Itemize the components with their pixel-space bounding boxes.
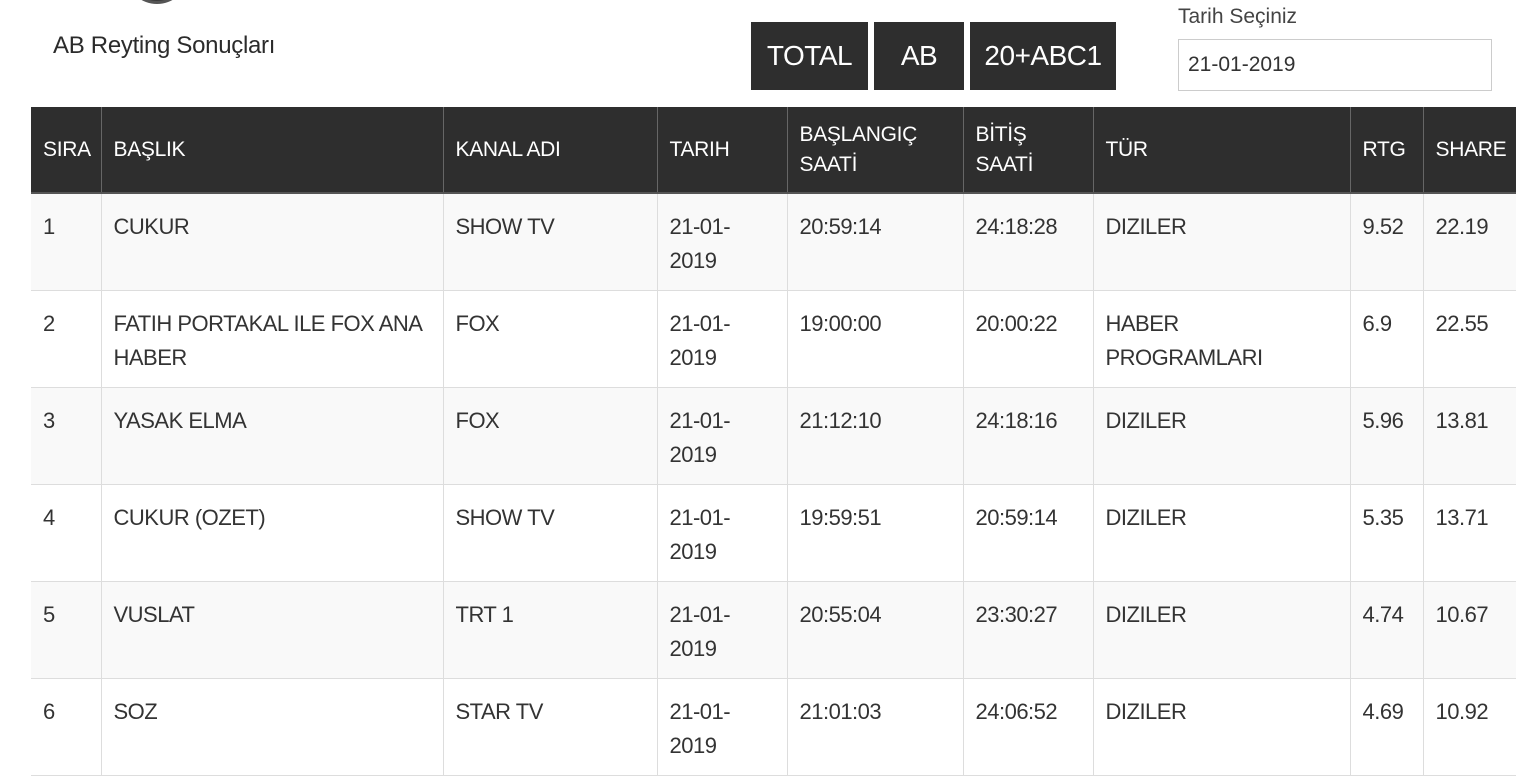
table-row: 2 FATIH PORTAKAL ILE FOX ANA HABER FOX 2…: [31, 290, 1516, 388]
cell-sira: 1: [31, 193, 101, 291]
cell-share: 22.55: [1422, 290, 1516, 388]
cell-tur: DIZILER: [1092, 484, 1350, 582]
cell-share: 22.19: [1422, 193, 1516, 291]
table-row: 5 VUSLAT TRT 1 21-01-2019 20:55:04 23:30…: [31, 581, 1516, 679]
cell-share: 10.92: [1422, 678, 1516, 776]
site-logo[interactable]: [128, 0, 186, 4]
col-header-tur[interactable]: TÜR: [1092, 107, 1350, 194]
cell-baslik: CUKUR (OZET): [100, 484, 443, 582]
cell-rtg: 5.96: [1349, 387, 1423, 485]
cell-baslik: YASAK ELMA: [100, 387, 443, 485]
col-header-sira[interactable]: SIRA: [31, 107, 101, 194]
table-header-row: SIRA BAŞLIK KANAL ADI TARIH BAŞLANGIÇ SAA…: [31, 107, 1516, 194]
col-header-bitis-line1: BİTİŞ: [975, 122, 1027, 146]
cell-baslangic: 20:55:04: [786, 581, 963, 679]
col-header-bitis[interactable]: BİTİŞ SAATİ: [962, 107, 1093, 194]
cell-rtg: 4.69: [1349, 678, 1423, 776]
ratings-table: SIRA BAŞLIK KANAL ADI TARIH BAŞLANGIÇ SAA…: [31, 107, 1516, 776]
cell-baslik: CUKUR: [100, 193, 443, 291]
cell-baslik: SOZ: [100, 678, 443, 776]
cell-bitis: 24:18:16: [962, 387, 1093, 485]
cell-share: 13.71: [1422, 484, 1516, 582]
table-row: 4 CUKUR (OZET) SHOW TV 21-01-2019 19:59:…: [31, 484, 1516, 582]
cell-tur: DIZILER: [1092, 678, 1350, 776]
col-header-rtg[interactable]: RTG: [1349, 107, 1423, 194]
tab-total[interactable]: TOTAL: [751, 22, 868, 90]
cell-kanal: FOX: [442, 290, 657, 388]
cell-tarih: 21-01-2019: [656, 678, 787, 776]
cell-sira: 2: [31, 290, 101, 388]
cell-bitis: 24:06:52: [962, 678, 1093, 776]
col-header-baslangic-line1: BAŞLANGIÇ: [799, 122, 918, 146]
cell-baslangic: 21:12:10: [786, 387, 963, 485]
date-picker-label: Tarih Seçiniz: [1178, 5, 1298, 28]
cell-sira: 6: [31, 678, 101, 776]
cell-baslangic: 20:59:14: [786, 193, 963, 291]
cell-tarih: 21-01-2019: [656, 290, 787, 388]
date-picker-input[interactable]: [1178, 39, 1492, 91]
cell-rtg: 5.35: [1349, 484, 1423, 582]
col-header-baslangic[interactable]: BAŞLANGIÇ SAATİ: [786, 107, 963, 194]
cell-baslangic: 21:01:03: [786, 678, 963, 776]
table-row: 1 CUKUR SHOW TV 21-01-2019 20:59:14 24:1…: [31, 193, 1516, 291]
cell-kanal: SHOW TV: [442, 484, 657, 582]
tab-ab[interactable]: AB: [874, 22, 964, 90]
cell-tarih: 21-01-2019: [656, 581, 787, 679]
col-header-bitis-line2: SAATİ: [975, 152, 1034, 176]
cell-baslik: VUSLAT: [100, 581, 443, 679]
cell-bitis: 20:59:14: [962, 484, 1093, 582]
cell-kanal: FOX: [442, 387, 657, 485]
cell-bitis: 24:18:28: [962, 193, 1093, 291]
cell-rtg: 9.52: [1349, 193, 1423, 291]
col-header-share[interactable]: SHARE: [1422, 107, 1516, 194]
cell-kanal: TRT 1: [442, 581, 657, 679]
cell-tarih: 21-01-2019: [656, 387, 787, 485]
cell-tarih: 21-01-2019: [656, 193, 787, 291]
cell-sira: 5: [31, 581, 101, 679]
cell-sira: 3: [31, 387, 101, 485]
table-row: 3 YASAK ELMA FOX 21-01-2019 21:12:10 24:…: [31, 387, 1516, 485]
cell-kanal: SHOW TV: [442, 193, 657, 291]
cell-bitis: 20:00:22: [962, 290, 1093, 388]
cell-baslik: FATIH PORTAKAL ILE FOX ANA HABER: [100, 290, 443, 388]
cell-rtg: 6.9: [1349, 290, 1423, 388]
cell-tur: HABER PROGRAMLARI: [1092, 290, 1350, 388]
tab-20-abc1[interactable]: 20+ABC1: [970, 22, 1116, 90]
cell-tur: DIZILER: [1092, 387, 1350, 485]
table-row: 6 SOZ STAR TV 21-01-2019 21:01:03 24:06:…: [31, 678, 1516, 776]
cell-share: 13.81: [1422, 387, 1516, 485]
cell-share: 10.67: [1422, 581, 1516, 679]
page-title: AB Reyting Sonuçları: [53, 32, 276, 59]
cell-tur: DIZILER: [1092, 581, 1350, 679]
col-header-baslik[interactable]: BAŞLIK: [100, 107, 443, 194]
col-header-baslangic-line2: SAATİ: [799, 152, 858, 176]
cell-bitis: 23:30:27: [962, 581, 1093, 679]
cell-kanal: STAR TV: [442, 678, 657, 776]
cell-tarih: 21-01-2019: [656, 484, 787, 582]
col-header-kanal[interactable]: KANAL ADI: [442, 107, 657, 194]
cell-tur: DIZILER: [1092, 193, 1350, 291]
cell-baslangic: 19:59:51: [786, 484, 963, 582]
col-header-tarih[interactable]: TARIH: [656, 107, 787, 194]
cell-rtg: 4.74: [1349, 581, 1423, 679]
cell-sira: 4: [31, 484, 101, 582]
cell-baslangic: 19:00:00: [786, 290, 963, 388]
